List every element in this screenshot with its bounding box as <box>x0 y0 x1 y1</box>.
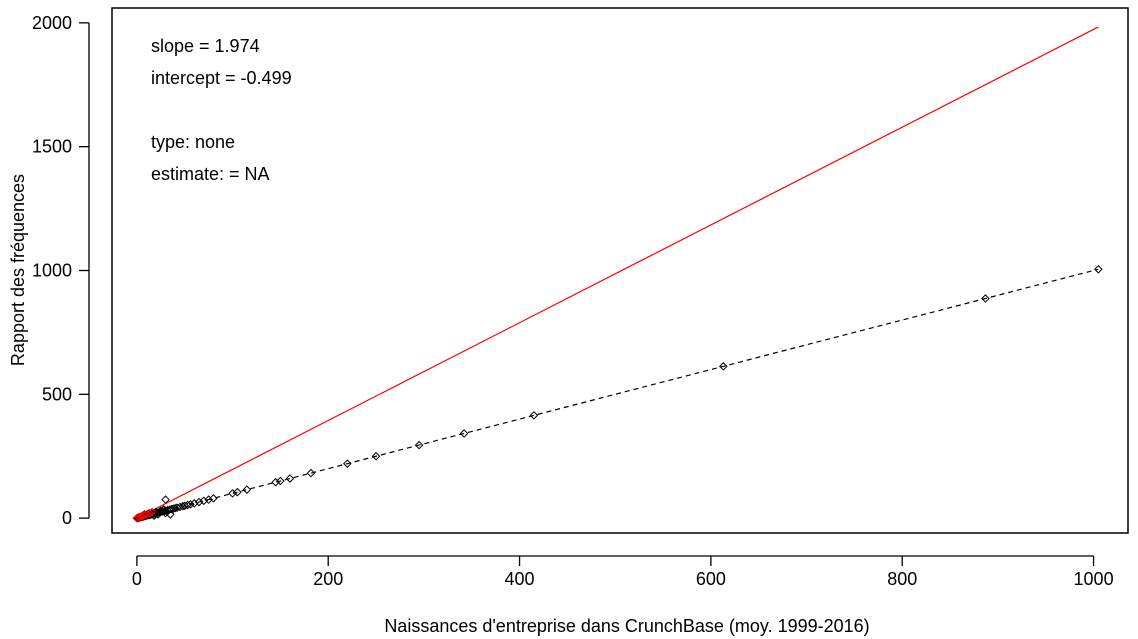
y-tick-label: 500 <box>42 384 72 404</box>
data-points <box>132 264 1103 523</box>
red-data-point <box>138 511 147 521</box>
x-tick-label: 200 <box>313 569 343 589</box>
y-tick-label: 1000 <box>32 261 72 281</box>
x-tick-label: 600 <box>696 569 726 589</box>
data-point <box>276 476 285 486</box>
data-point <box>175 502 185 512</box>
data-point <box>153 510 163 519</box>
red-data-point <box>147 507 157 517</box>
data-point <box>204 495 213 504</box>
data-point <box>459 429 469 438</box>
data-point <box>1094 264 1103 274</box>
data-point <box>166 510 175 519</box>
y-axis: 0 500 1000 1500 2000 <box>32 13 90 528</box>
data-point <box>529 411 539 420</box>
red-data-point <box>145 508 154 518</box>
plot-box <box>111 7 1129 534</box>
data-point <box>159 505 168 514</box>
data-point <box>228 489 237 498</box>
data-point <box>719 362 728 371</box>
data-point <box>199 496 209 506</box>
red-data-point <box>136 512 146 521</box>
x-tick-label: 1000 <box>1074 569 1114 589</box>
data-point <box>414 440 424 450</box>
data-point <box>343 459 352 468</box>
data-point <box>242 485 252 494</box>
annotation-intercept: intercept = -0.499 <box>151 68 292 88</box>
y-axis-title: Rapport des fréquences <box>8 174 28 366</box>
data-point <box>178 501 188 511</box>
y-tick-label: 0 <box>62 508 72 528</box>
identity-dashed-line <box>136 268 1099 519</box>
data-point <box>371 451 381 461</box>
fit-lines <box>136 26 1099 519</box>
data-point <box>209 494 218 503</box>
x-axis: 0 200 400 600 800 1000 <box>132 555 1114 589</box>
annotations: slope = 1.974 intercept = -0.499 type: n… <box>151 36 292 184</box>
data-point <box>306 468 316 478</box>
data-point <box>189 498 199 508</box>
annotation-slope: slope = 1.974 <box>151 36 260 56</box>
data-point <box>271 477 280 487</box>
data-point <box>168 504 178 514</box>
data-point <box>186 499 195 509</box>
data-point <box>170 503 180 513</box>
annotation-type: type: none <box>151 132 235 152</box>
x-axis-title: Naissances d'entreprise dans CrunchBase … <box>384 616 869 636</box>
data-point <box>183 500 192 510</box>
x-tick-label: 0 <box>132 569 142 589</box>
data-point <box>194 497 204 507</box>
data-point <box>161 495 170 504</box>
annotation-estimate: estimate: = NA <box>151 164 270 184</box>
data-point <box>233 487 242 497</box>
x-tick-label: 400 <box>505 569 535 589</box>
red-data-point <box>134 513 144 522</box>
y-tick-label: 2000 <box>32 13 72 33</box>
data-point <box>285 474 295 483</box>
red-data-point <box>142 510 151 519</box>
data-point <box>981 294 990 303</box>
regression-line <box>136 26 1099 519</box>
y-tick-label: 1500 <box>32 137 72 157</box>
x-tick-label: 800 <box>887 569 917 589</box>
